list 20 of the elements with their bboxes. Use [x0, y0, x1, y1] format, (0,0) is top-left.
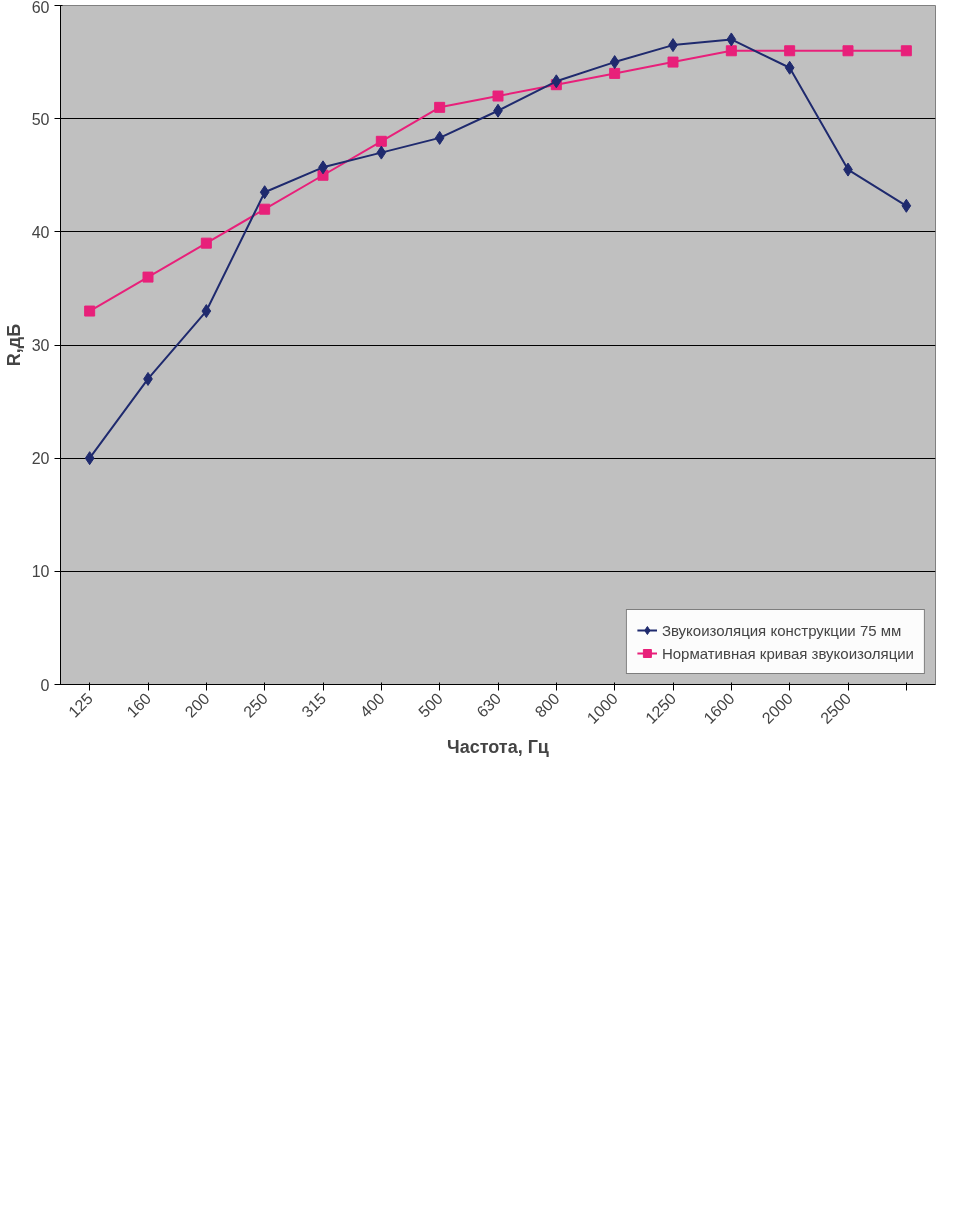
- x-tick-label: 250: [240, 689, 272, 721]
- y-tick-label: 0: [40, 676, 50, 694]
- x-axis-title: Частота, Гц: [447, 737, 549, 758]
- y-tick-label: 20: [31, 450, 50, 468]
- x-tick-label: 400: [356, 689, 388, 721]
- x-tick-label: 125: [65, 689, 97, 721]
- y-tick-label: 50: [31, 110, 50, 128]
- legend-label: Звукоизоляция конструкции 75 мм: [661, 621, 902, 639]
- x-tick-label: 160: [123, 689, 155, 721]
- x-tick-label: 315: [298, 689, 330, 721]
- x-tick-label: 630: [473, 689, 505, 721]
- x-tick-label: 200: [181, 689, 213, 721]
- y-tick-label: 60: [31, 0, 50, 16]
- y-tick-label: 30: [31, 337, 50, 354]
- x-tick-label: 500: [415, 689, 447, 721]
- x-tick-label: 800: [531, 689, 563, 721]
- y-axis-title: R,дБ: [3, 323, 24, 367]
- legend-label: Нормативная кривая звукоизоляции: [661, 644, 914, 662]
- y-tick-label: 40: [31, 223, 50, 241]
- y-tick-label: 10: [31, 563, 50, 581]
